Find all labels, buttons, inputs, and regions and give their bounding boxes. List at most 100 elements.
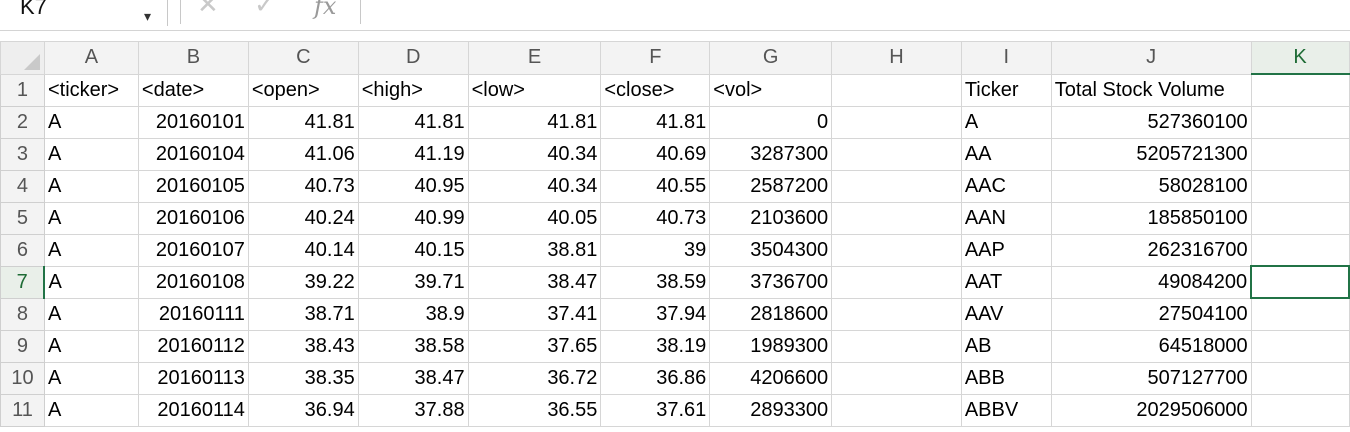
cell-a7[interactable]: A (43, 265, 139, 299)
cell-h3[interactable] (831, 137, 962, 171)
cancel-icon[interactable]: ✕ (197, 0, 219, 20)
cell-b3[interactable]: 20160104 (137, 137, 249, 171)
cell-k11[interactable] (1250, 393, 1350, 427)
cell-f7[interactable]: 38.59 (600, 265, 711, 299)
cell-d9[interactable]: 38.58 (357, 329, 469, 363)
cell-g2[interactable]: 0 (709, 105, 833, 139)
cell-a11[interactable]: A (43, 393, 139, 427)
cell-k5[interactable] (1250, 201, 1350, 235)
cell-j6[interactable]: 262316700 (1050, 233, 1252, 267)
cell-i3[interactable]: AA (960, 137, 1052, 171)
cell-d10[interactable]: 38.47 (357, 361, 469, 395)
cell-d4[interactable]: 40.95 (357, 169, 469, 203)
cell-e1[interactable]: <low> (467, 73, 602, 107)
cell-g6[interactable]: 3504300 (709, 233, 833, 267)
cell-a1[interactable]: <ticker> (43, 73, 139, 107)
cell-b8[interactable]: 20160111 (137, 297, 249, 331)
cell-f4[interactable]: 40.55 (600, 169, 711, 203)
cell-d2[interactable]: 41.81 (357, 105, 469, 139)
cell-g1[interactable]: <vol> (709, 73, 833, 107)
cell-j10[interactable]: 507127700 (1050, 361, 1252, 395)
cell-i5[interactable]: AAN (960, 201, 1052, 235)
cell-i7[interactable]: AAT (960, 265, 1052, 299)
row-header[interactable]: 7 (0, 265, 46, 299)
cell-d1[interactable]: <high> (357, 73, 469, 107)
row-header[interactable]: 8 (0, 297, 45, 331)
cell-e5[interactable]: 40.05 (467, 201, 602, 235)
cell-d3[interactable]: 41.19 (357, 137, 469, 171)
row-header[interactable]: 11 (0, 393, 45, 427)
cell-k9[interactable] (1250, 329, 1350, 363)
cell-f5[interactable]: 40.73 (600, 201, 711, 235)
cell-j5[interactable]: 185850100 (1050, 201, 1252, 235)
cell-a9[interactable]: A (43, 329, 139, 363)
cell-e11[interactable]: 36.55 (467, 393, 602, 427)
cell-f9[interactable]: 38.19 (600, 329, 711, 363)
cell-i4[interactable]: AAC (960, 169, 1052, 203)
row-header[interactable]: 10 (0, 361, 45, 395)
column-header-g[interactable]: G (709, 41, 833, 75)
cell-k10[interactable] (1250, 361, 1350, 395)
cell-h8[interactable] (831, 297, 962, 331)
column-header-c[interactable]: C (247, 41, 359, 75)
cell-a3[interactable]: A (43, 137, 139, 171)
cell-a5[interactable]: A (43, 201, 139, 235)
column-header-i[interactable]: I (960, 41, 1052, 75)
column-header-e[interactable]: E (467, 41, 602, 75)
cell-b2[interactable]: 20160101 (137, 105, 249, 139)
cell-b11[interactable]: 20160114 (137, 393, 249, 427)
cell-h11[interactable] (831, 393, 962, 427)
cell-j11[interactable]: 2029506000 (1050, 393, 1252, 427)
column-header-d[interactable]: D (357, 41, 469, 75)
cell-f2[interactable]: 41.81 (600, 105, 711, 139)
cell-k6[interactable] (1250, 233, 1350, 267)
cell-h5[interactable] (831, 201, 962, 235)
cell-e10[interactable]: 36.72 (467, 361, 602, 395)
cell-c9[interactable]: 38.43 (247, 329, 359, 363)
cell-g10[interactable]: 4206600 (709, 361, 833, 395)
cell-e9[interactable]: 37.65 (467, 329, 602, 363)
cell-i6[interactable]: AAP (960, 233, 1052, 267)
cell-d8[interactable]: 38.9 (357, 297, 469, 331)
cell-e3[interactable]: 40.34 (467, 137, 602, 171)
confirm-icon[interactable]: ✓ (254, 0, 276, 20)
row-header[interactable]: 6 (0, 233, 45, 267)
cell-c10[interactable]: 38.35 (247, 361, 359, 395)
column-header-j[interactable]: J (1050, 41, 1252, 75)
row-header[interactable]: 5 (0, 201, 45, 235)
cell-f8[interactable]: 37.94 (600, 297, 711, 331)
cell-f3[interactable]: 40.69 (600, 137, 711, 171)
cell-k2[interactable] (1250, 105, 1350, 139)
select-all-button[interactable] (0, 41, 45, 75)
column-header-a[interactable]: A (43, 41, 139, 75)
cell-g4[interactable]: 2587200 (709, 169, 833, 203)
cell-h9[interactable] (831, 329, 962, 363)
cell-g3[interactable]: 3287300 (709, 137, 833, 171)
cell-i8[interactable]: AAV (960, 297, 1052, 331)
cell-j4[interactable]: 58028100 (1050, 169, 1252, 203)
cell-a10[interactable]: A (43, 361, 139, 395)
cell-a4[interactable]: A (43, 169, 139, 203)
cell-e2[interactable]: 41.81 (467, 105, 602, 139)
cell-j3[interactable]: 5205721300 (1050, 137, 1252, 171)
cell-h4[interactable] (831, 169, 962, 203)
cell-i1[interactable]: Ticker (960, 73, 1052, 107)
cell-j7[interactable]: 49084200 (1050, 265, 1252, 299)
name-box-value[interactable]: K7 (20, 0, 47, 19)
cell-a6[interactable]: A (43, 233, 139, 267)
cell-b1[interactable]: <date> (137, 73, 249, 107)
cell-b4[interactable]: 20160105 (137, 169, 249, 203)
row-header[interactable]: 3 (0, 137, 45, 171)
cell-h6[interactable] (831, 233, 962, 267)
column-header-f[interactable]: F (600, 41, 711, 75)
cell-c8[interactable]: 38.71 (247, 297, 359, 331)
cell-f10[interactable]: 36.86 (600, 361, 711, 395)
cell-d11[interactable]: 37.88 (357, 393, 469, 427)
cell-c1[interactable]: <open> (247, 73, 359, 107)
name-box[interactable]: K7 ▾ (0, 0, 168, 26)
chevron-down-icon[interactable]: ▾ (144, 8, 152, 24)
cell-b7[interactable]: 20160108 (137, 265, 249, 299)
column-header-k[interactable]: K (1250, 41, 1350, 75)
cell-i11[interactable]: ABBV (960, 393, 1052, 427)
column-header-b[interactable]: B (137, 41, 249, 75)
